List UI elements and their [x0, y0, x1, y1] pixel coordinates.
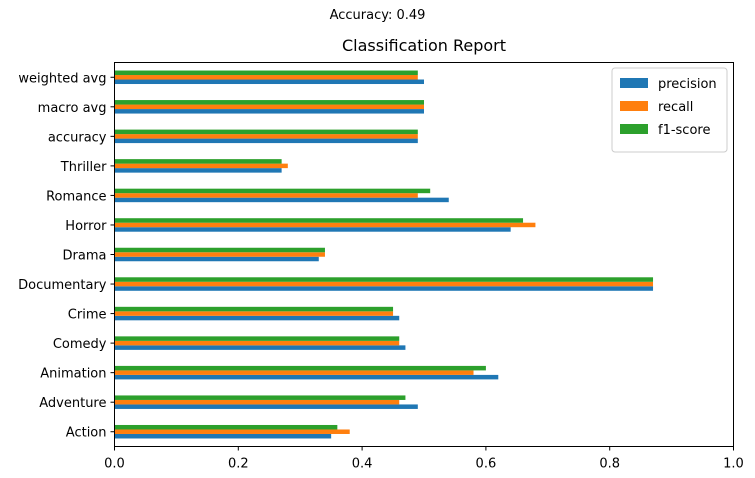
bar-precision-animation — [114, 374, 499, 380]
x-tick-label: 1.0 — [723, 457, 744, 472]
bar-f1-score-macro-avg — [114, 100, 424, 105]
legend-swatch-recall — [620, 101, 648, 111]
bar-recall-romance — [114, 193, 418, 198]
bar-f1-score-adventure — [114, 395, 406, 400]
y-ticks-group: Action Adventure Animation Comedy Crime Docum… — [18, 71, 115, 441]
bar-recall-drama — [114, 252, 325, 257]
legend-swatch-precision — [620, 78, 648, 88]
y-tick-label: Horror — [65, 219, 107, 234]
legend: precision recall f1-score — [611, 67, 728, 153]
bar-precision-weighted-avg — [114, 79, 424, 85]
bar-precision-horror — [114, 227, 511, 232]
x-tick-label: 0.8 — [599, 457, 620, 472]
bar-f1-score-romance — [114, 188, 431, 194]
legend-label-recall: recall — [658, 100, 693, 115]
bar-precision-action — [114, 433, 332, 439]
y-tick-label: Drama — [63, 249, 107, 264]
y-tick-label: Animation — [40, 367, 106, 382]
bar-recall-weighted-avg — [114, 75, 418, 80]
x-ticks-group: 0.0 0.2 0.4 0.6 0.8 1.0 — [104, 446, 744, 472]
chart-title: Classification Report — [342, 36, 506, 55]
bar-precision-documentary — [114, 286, 654, 291]
bar-f1-score-action — [114, 424, 338, 430]
bar-f1-score-horror — [114, 218, 524, 223]
plot-frame — [114, 62, 734, 447]
bar-f1-score-drama — [114, 247, 325, 253]
bar-recall-accuracy — [114, 134, 418, 139]
x-tick-label: 0.0 — [104, 457, 125, 472]
bar-precision-thriller — [114, 168, 282, 173]
bar-precision-comedy — [114, 345, 406, 350]
bar-recall-thriller — [114, 163, 288, 169]
bar-recall-documentary — [114, 281, 654, 287]
y-tick-label: Comedy — [53, 337, 107, 352]
y-tick-label: Action — [66, 426, 107, 441]
bar-recall-action — [114, 429, 350, 434]
bar-precision-crime — [114, 315, 400, 321]
y-tick-label: Documentary — [18, 278, 107, 293]
bar-f1-score-comedy — [114, 336, 400, 341]
x-tick-label: 0.6 — [476, 457, 497, 472]
y-tick-label: accuracy — [48, 130, 107, 145]
legend-swatch-f1-score — [620, 124, 648, 134]
bar-precision-macro-avg — [114, 109, 424, 114]
chart-suptitle: Accuracy: 0.49 — [329, 8, 426, 23]
bar-f1-score-thriller — [114, 159, 282, 164]
x-tick-label: 0.4 — [352, 457, 373, 472]
y-tick-label: Thriller — [60, 160, 107, 175]
bar-precision-accuracy — [114, 138, 418, 144]
bar-precision-drama — [114, 256, 319, 262]
y-tick-label: Crime — [68, 308, 107, 323]
y-tick-label: Adventure — [39, 396, 106, 411]
bar-recall-comedy — [114, 340, 400, 346]
legend-label-precision: precision — [658, 77, 717, 92]
y-tick-label: Romance — [46, 189, 106, 204]
bar-recall-horror — [114, 222, 536, 228]
bar-f1-score-weighted-avg — [114, 70, 418, 76]
y-tick-label: weighted avg — [18, 71, 106, 86]
bar-f1-score-accuracy — [114, 129, 418, 135]
bar-f1-score-documentary — [114, 277, 654, 282]
bar-recall-adventure — [114, 399, 400, 405]
bar-precision-adventure — [114, 404, 418, 409]
bar-recall-crime — [114, 311, 394, 316]
bar-f1-score-crime — [114, 306, 394, 312]
bar-precision-romance — [114, 197, 449, 203]
bar-recall-macro-avg — [114, 104, 424, 110]
x-tick-label: 0.2 — [228, 457, 249, 472]
bars-group — [114, 70, 654, 439]
bar-recall-animation — [114, 370, 474, 375]
legend-label-f1-score: f1-score — [658, 123, 710, 138]
y-tick-label: macro avg — [38, 101, 107, 116]
bar-f1-score-animation — [114, 365, 486, 371]
